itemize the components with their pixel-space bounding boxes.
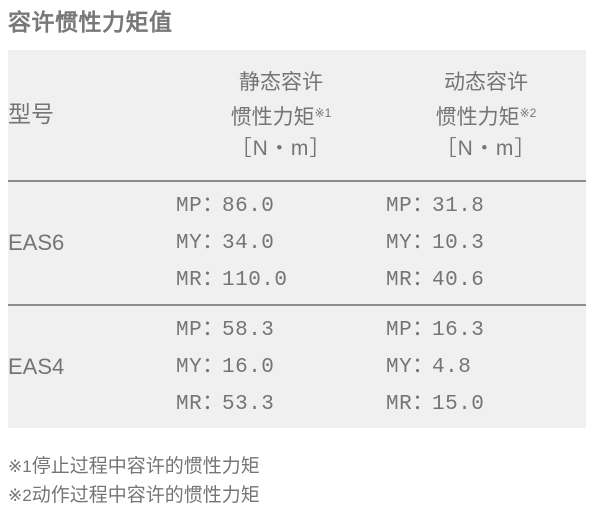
- dynamic-mr-line: MR：40.6: [386, 262, 586, 299]
- page-title: 容许惯性力矩值: [8, 9, 173, 35]
- static-mr-line: MR：110.0: [176, 262, 386, 299]
- footnotes: ※1停止过程中容许的惯性力矩 ※2动作过程中容许的惯性力矩: [8, 452, 260, 510]
- column-header-static-line2-text: 惯性力矩: [230, 105, 315, 129]
- footnote-1: ※1停止过程中容许的惯性力矩: [8, 452, 260, 481]
- dynamic-mr-line: MR：15.0: [386, 386, 586, 423]
- footnote-marker-1: ※1: [314, 105, 332, 120]
- dynamic-mp-key: MP：: [386, 318, 434, 342]
- column-header-dynamic-line2: 惯性力矩※2: [386, 98, 586, 133]
- static-mr-line: MR：53.3: [176, 386, 386, 423]
- static-mp-key: MP：: [176, 318, 224, 342]
- dynamic-my-key: MY：: [386, 231, 434, 255]
- cell-model-name: EAS6: [8, 181, 176, 306]
- footnote-1-text: 停止过程中容许的惯性力矩: [31, 456, 260, 477]
- column-header-dynamic-inertia: 动态容许 惯性力矩※2 ［N・m］: [386, 50, 586, 182]
- dynamic-mr-key: MR：: [386, 268, 434, 292]
- column-header-static-line1: 静态容许: [239, 70, 323, 94]
- static-mr-value: 53.3: [222, 392, 275, 416]
- column-header-static-unit: ［N・m］: [230, 136, 332, 160]
- dynamic-my-key: MY：: [386, 355, 434, 379]
- static-mr-key: MR：: [176, 268, 224, 292]
- static-mp-line: MP：58.3: [176, 312, 386, 349]
- cell-model-name: EAS4: [8, 354, 65, 379]
- table-row: EAS4 MP：58.3 MY：16.0 MR：53.3 MP：16.3 MY：…: [8, 305, 586, 428]
- column-header-static-inertia: 静态容许 惯性力矩※1 ［N・m］: [176, 50, 386, 182]
- footnote-2: ※2动作过程中容许的惯性力矩: [8, 481, 260, 510]
- static-my-line: MY：34.0: [176, 225, 386, 262]
- footnote-1-marker: ※1: [8, 457, 32, 476]
- dynamic-my-line: MY：10.3: [386, 225, 586, 262]
- dynamic-my-value: 4.8: [432, 355, 472, 379]
- table-row: EAS6 MP：86.0 MY：34.0 MR：110.0 MP：31.8 MY…: [8, 181, 586, 306]
- static-my-value: 34.0: [222, 231, 275, 255]
- cell-dynamic-values: MP：16.3 MY：4.8 MR：15.0: [386, 305, 586, 428]
- column-header-dynamic-unit: ［N・m］: [435, 136, 537, 160]
- static-my-line: MY：16.0: [176, 349, 386, 386]
- dynamic-mp-line: MP：31.8: [386, 188, 586, 225]
- static-mp-value: 58.3: [222, 318, 275, 342]
- dynamic-mp-key: MP：: [386, 194, 434, 218]
- column-header-static-line2: 惯性力矩※1: [176, 98, 386, 133]
- footnote-2-text: 动作过程中容许的惯性力矩: [31, 485, 260, 506]
- dynamic-mr-key: MR：: [386, 392, 434, 416]
- dynamic-mr-value: 15.0: [432, 392, 485, 416]
- column-header-dynamic-line1: 动态容许: [444, 70, 528, 94]
- dynamic-mp-value: 31.8: [432, 194, 485, 218]
- column-header-model: 型号: [8, 50, 176, 182]
- cell-dynamic-values: MP：31.8 MY：10.3 MR：40.6: [386, 181, 586, 306]
- dynamic-mp-value: 16.3: [432, 318, 485, 342]
- static-mr-key: MR：: [176, 392, 224, 416]
- static-mp-value: 86.0: [222, 194, 275, 218]
- static-mp-line: MP：86.0: [176, 188, 386, 225]
- column-header-dynamic-line2-text: 惯性力矩: [435, 105, 520, 129]
- footnote-2-marker: ※2: [8, 486, 32, 505]
- static-my-key: MY：: [176, 355, 224, 379]
- dynamic-mr-value: 40.6: [432, 268, 485, 292]
- static-my-key: MY：: [176, 231, 224, 255]
- static-mp-key: MP：: [176, 194, 224, 218]
- dynamic-mp-line: MP：16.3: [386, 312, 586, 349]
- dynamic-my-line: MY：4.8: [386, 349, 586, 386]
- allowable-inertia-moment-table: 型号 静态容许 惯性力矩※1 ［N・m］ 动态容许 惯性力矩※2 ［N・m］ E…: [8, 50, 586, 428]
- static-my-value: 16.0: [222, 355, 275, 379]
- cell-static-values: MP：86.0 MY：34.0 MR：110.0: [176, 181, 386, 306]
- dynamic-my-value: 10.3: [432, 231, 485, 255]
- table-header-row: 型号 静态容许 惯性力矩※1 ［N・m］ 动态容许 惯性力矩※2 ［N・m］: [8, 50, 586, 182]
- cell-static-values: MP：58.3 MY：16.0 MR：53.3: [176, 305, 386, 428]
- static-mr-value: 110.0: [222, 268, 288, 292]
- footnote-marker-2: ※2: [519, 105, 537, 120]
